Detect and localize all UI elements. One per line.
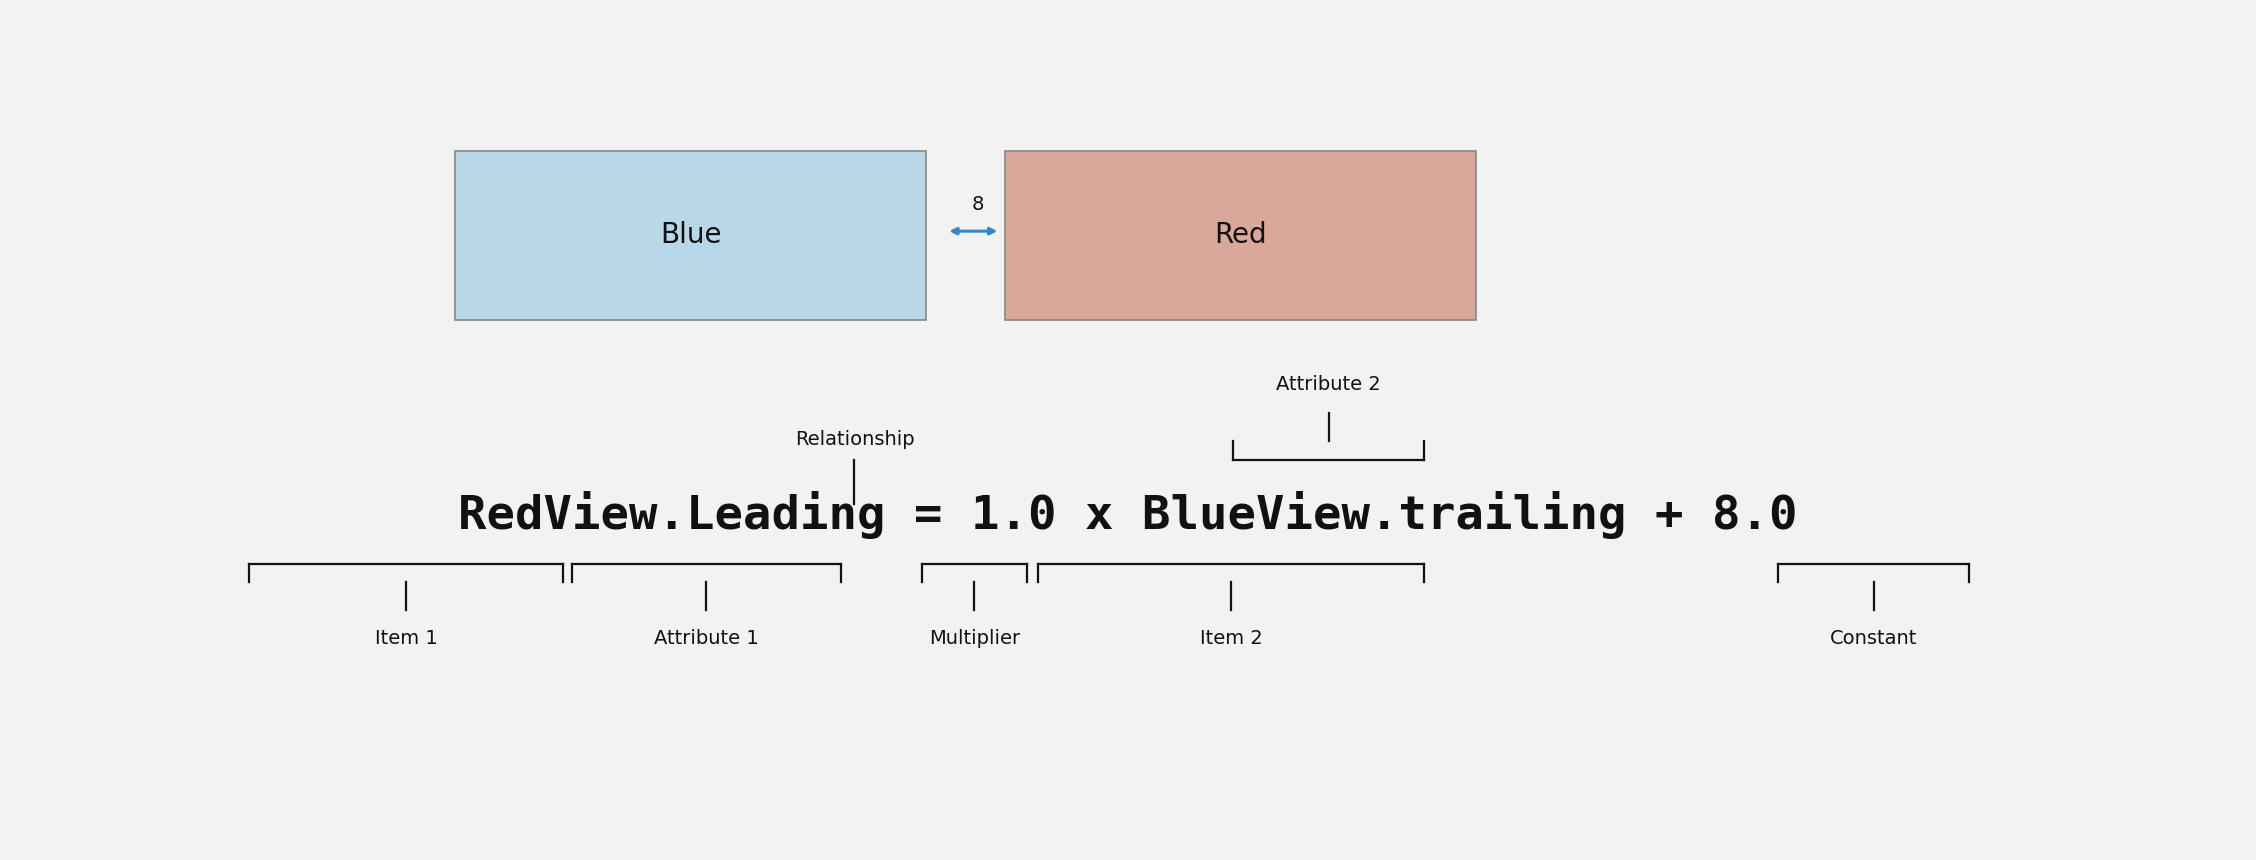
Text: RedView.Leading = 1.0 x BlueView.trailing + 8.0: RedView.Leading = 1.0 x BlueView.trailin… [458,490,1798,538]
Text: Item 1: Item 1 [374,629,438,648]
FancyBboxPatch shape [456,150,927,320]
Text: Item 2: Item 2 [1200,629,1263,648]
Text: 8: 8 [972,195,984,214]
Text: Red: Red [1214,221,1266,249]
Text: Blue: Blue [661,221,722,249]
Text: Attribute 1: Attribute 1 [654,629,758,648]
Text: Constant: Constant [1830,629,1918,648]
Text: Multiplier: Multiplier [929,629,1020,648]
Text: Attribute 2: Attribute 2 [1277,376,1381,395]
Text: Relationship: Relationship [794,431,914,450]
FancyBboxPatch shape [1004,150,1475,320]
